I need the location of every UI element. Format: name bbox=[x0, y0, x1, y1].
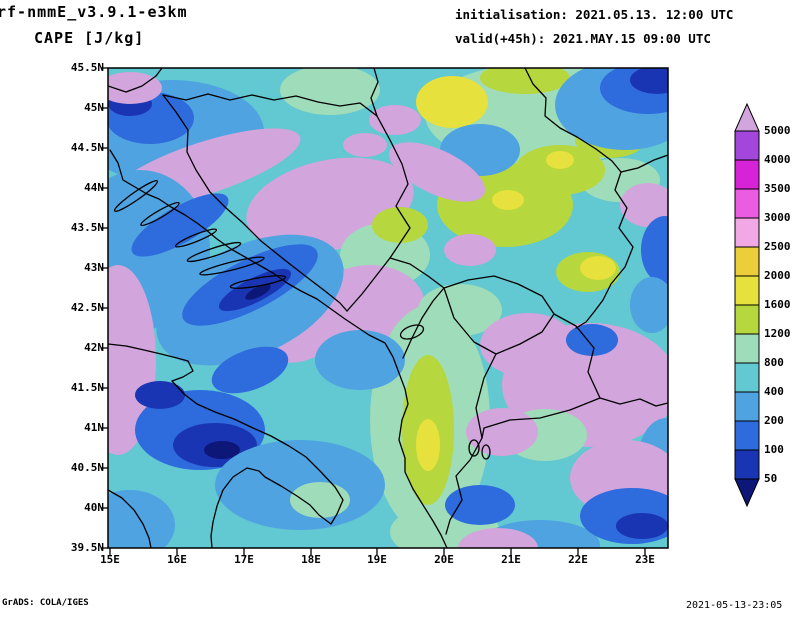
border bbox=[445, 353, 497, 535]
y-tick-label: 43N bbox=[84, 261, 104, 274]
y-tick-label: 44.5N bbox=[70, 141, 104, 154]
colorbar-label: 800 bbox=[764, 356, 784, 369]
colorbar-band bbox=[734, 275, 760, 306]
y-tick-label: 39.5N bbox=[70, 541, 104, 554]
colorbar-band bbox=[734, 362, 760, 393]
colorbar-label: 100 bbox=[764, 443, 784, 456]
colorbar-band bbox=[734, 304, 760, 335]
colorbar-label: 1600 bbox=[764, 298, 791, 311]
y-tick-label: 40.5N bbox=[70, 461, 104, 474]
colorbar-label: 3000 bbox=[764, 211, 791, 224]
colorbar-band bbox=[734, 333, 760, 364]
border bbox=[402, 287, 445, 359]
border bbox=[553, 313, 601, 399]
map-frame bbox=[101, 67, 669, 555]
colorbar-label: 1200 bbox=[764, 327, 791, 340]
border bbox=[389, 257, 445, 289]
y-tick-label: 42N bbox=[84, 341, 104, 354]
init-time: initialisation: 2021.05.13. 12:00 UTC bbox=[455, 7, 734, 22]
colorbar-label: 400 bbox=[764, 385, 784, 398]
border bbox=[346, 257, 391, 312]
x-tick-label: 22E bbox=[568, 553, 588, 566]
colorbar-label: 2000 bbox=[764, 269, 791, 282]
colorbar-label: 200 bbox=[764, 414, 784, 427]
colorbar-label: 5000 bbox=[764, 124, 791, 137]
island bbox=[113, 180, 159, 212]
border bbox=[162, 93, 378, 117]
axis-ticks bbox=[101, 67, 646, 555]
y-tick-label: 41.5N bbox=[70, 381, 104, 394]
island bbox=[174, 228, 218, 248]
colorbar-label: 4000 bbox=[764, 153, 791, 166]
colorbar-band bbox=[734, 246, 760, 277]
x-tick-label: 23E bbox=[635, 553, 655, 566]
border bbox=[162, 94, 348, 312]
colorbar-label: 2500 bbox=[764, 240, 791, 253]
italy-tyrrhenian-coastline bbox=[108, 489, 152, 548]
colorbar-band bbox=[734, 188, 760, 219]
colorbar-band bbox=[734, 420, 760, 451]
creation-timestamp: 2021-05-13-23:05 bbox=[686, 600, 783, 611]
cape-filled-contours bbox=[108, 68, 668, 548]
colorbar-band bbox=[734, 102, 760, 132]
border bbox=[481, 397, 601, 439]
lake bbox=[399, 324, 425, 340]
island bbox=[229, 275, 287, 289]
border bbox=[108, 68, 163, 93]
border bbox=[599, 397, 668, 407]
valid-time: valid(+45h): 2021.MAY.15 09:00 UTC bbox=[455, 31, 711, 46]
x-tick-label: 21E bbox=[501, 553, 521, 566]
lake bbox=[481, 444, 491, 460]
y-tick-label: 42.5N bbox=[70, 301, 104, 314]
model-title: rf-nmmE_v3.9.1-e3km bbox=[0, 3, 188, 21]
y-tick-label: 45.5N bbox=[70, 61, 104, 74]
island bbox=[140, 201, 180, 227]
border bbox=[376, 115, 411, 259]
colorbar-band bbox=[734, 391, 760, 422]
colorbar-band bbox=[734, 478, 760, 508]
colorbar-band bbox=[734, 130, 760, 161]
y-tick-label: 40N bbox=[84, 501, 104, 514]
island bbox=[186, 241, 242, 263]
italy-adriatic-coastline bbox=[108, 343, 344, 548]
island bbox=[199, 256, 265, 276]
y-tick-label: 43.5N bbox=[70, 221, 104, 234]
colorbar-band bbox=[734, 449, 760, 480]
border bbox=[620, 154, 668, 173]
lake bbox=[468, 439, 480, 457]
x-tick-label: 16E bbox=[167, 553, 187, 566]
variable-title: CAPE [J/kg] bbox=[34, 29, 145, 47]
y-tick-label: 44N bbox=[84, 181, 104, 194]
border bbox=[443, 275, 555, 355]
y-tick-label: 41N bbox=[84, 421, 104, 434]
colorbar-label: 3500 bbox=[764, 182, 791, 195]
colorbar-band bbox=[734, 217, 760, 248]
border bbox=[370, 68, 379, 117]
colorbar-label: 50 bbox=[764, 472, 778, 485]
colorbar-band bbox=[734, 159, 760, 190]
border bbox=[524, 68, 622, 173]
x-tick-label: 15E bbox=[100, 553, 120, 566]
x-tick-label: 17E bbox=[234, 553, 254, 566]
coastlines-and-borders bbox=[108, 68, 668, 548]
y-tick-label: 45N bbox=[84, 101, 104, 114]
x-tick-label: 20E bbox=[434, 553, 454, 566]
grads-credit: GrADS: COLA/IGES bbox=[2, 598, 89, 608]
x-tick-label: 19E bbox=[367, 553, 387, 566]
colorbar bbox=[734, 102, 760, 508]
x-tick-label: 18E bbox=[301, 553, 321, 566]
border bbox=[575, 171, 634, 329]
